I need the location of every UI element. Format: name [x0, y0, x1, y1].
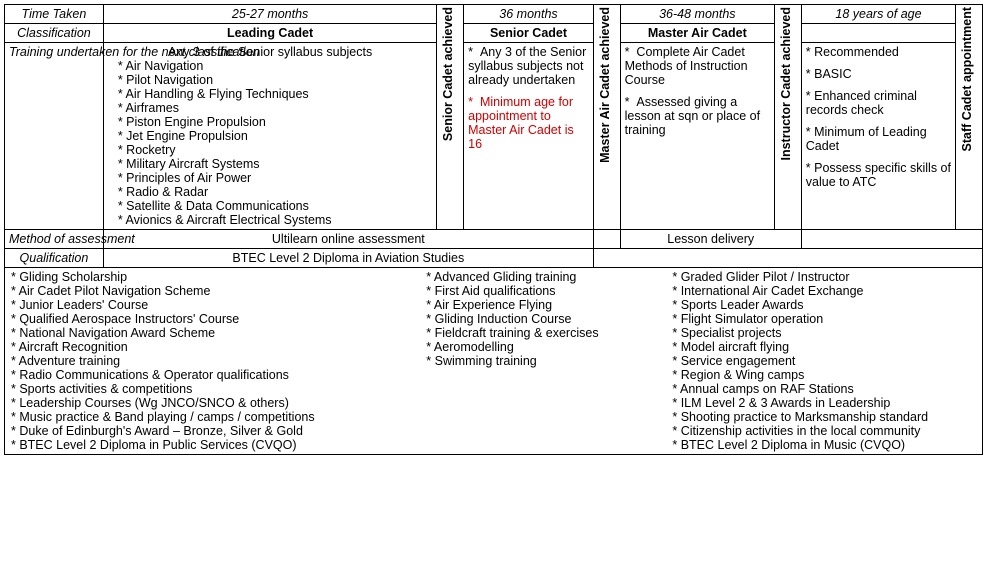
qual-item: * Junior Leaders' Course	[9, 298, 424, 312]
qualification-blank	[593, 249, 982, 268]
staff-appointment-cell: Staff Cadet appointment	[956, 5, 983, 230]
qual-item: * Air Experience Flying	[424, 298, 670, 312]
qual-item: * Music practice & Band playing / camps …	[9, 410, 424, 424]
subject-item: * Avionics & Aircraft Electrical Systems	[114, 213, 433, 227]
training-row: Training undertaken for the next classif…	[5, 43, 983, 230]
senior-time: 36 months	[464, 5, 594, 24]
qual-list-row: * Gliding Scholarship* Air Cadet Pilot N…	[5, 268, 983, 455]
label-qualification: Qualification	[5, 249, 104, 268]
leading-title: Leading Cadet	[103, 24, 437, 43]
label-method: Method of assessment	[5, 230, 104, 249]
senior-red-note: * Minimum age for appointment to Master …	[468, 95, 589, 151]
qual-item: * Advanced Gliding training	[424, 270, 670, 284]
subject-item: * Military Aircraft Systems	[114, 157, 433, 171]
staff-bullet: * Minimum of Leading Cadet	[806, 125, 951, 153]
qual-item: * Qualified Aerospace Instructors' Cours…	[9, 312, 424, 326]
master-achieved-label: Master Air Cadet achieved	[598, 7, 612, 163]
qual-item: * Specialist projects	[670, 326, 978, 340]
senior-bullet-1: * Any 3 of the Senior syllabus subjects …	[468, 45, 589, 87]
qual-item: * Citizenship activities in the local co…	[670, 424, 978, 438]
qual-item: * Aircraft Recognition	[9, 340, 424, 354]
qual-item: * Leadership Courses (Wg JNCO/SNCO & oth…	[9, 396, 424, 410]
subject-item: * Pilot Navigation	[114, 73, 433, 87]
qual-item: * Model aircraft flying	[670, 340, 978, 354]
qual-item: * International Air Cadet Exchange	[670, 284, 978, 298]
qual-item: * Air Cadet Pilot Navigation Scheme	[9, 284, 424, 298]
classification-row: Classification Leading Cadet Senior Cade…	[5, 24, 983, 43]
staff-appointment-label: Staff Cadet appointment	[960, 7, 974, 151]
qual-item: * ILM Level 2 & 3 Awards in Leadership	[670, 396, 978, 410]
qual-col-1: * Gliding Scholarship* Air Cadet Pilot N…	[9, 270, 424, 452]
staff-bullet: * BASIC	[806, 67, 951, 81]
qual-col-2: * Advanced Gliding training* First Aid q…	[424, 270, 670, 452]
qual-item: * First Aid qualifications	[424, 284, 670, 298]
subject-item: * Satellite & Data Communications	[114, 199, 433, 213]
qual-item: * Shooting practice to Marksmanship stan…	[670, 410, 978, 424]
senior-training: * Any 3 of the Senior syllabus subjects …	[464, 43, 594, 230]
qual-item: * Gliding Induction Course	[424, 312, 670, 326]
master-title: Master Air Cadet	[620, 24, 774, 43]
qual-item: * National Navigation Award Scheme	[9, 326, 424, 340]
senior-achieved-label: Senior Cadet achieved	[441, 7, 455, 141]
method-blank-1	[593, 230, 620, 249]
qual-list-cell: * Gliding Scholarship* Air Cadet Pilot N…	[5, 268, 983, 455]
label-classification: Classification	[5, 24, 104, 43]
qual-item: * Radio Communications & Operator qualif…	[9, 368, 424, 382]
qual-item: * Flight Simulator operation	[670, 312, 978, 326]
master-bullet-2: * Assessed giving a lesson at sqn or pla…	[625, 95, 770, 137]
leading-training: Any 3 of the Senior syllabus subjects * …	[103, 43, 437, 230]
qualification-row: Qualification BTEC Level 2 Diploma in Av…	[5, 249, 983, 268]
subject-item: * Piston Engine Propulsion	[114, 115, 433, 129]
subject-item: * Principles of Air Power	[114, 171, 433, 185]
qual-item: * BTEC Level 2 Diploma in Public Service…	[9, 438, 424, 452]
qual-col-3: * Graded Glider Pilot / Instructor* Inte…	[670, 270, 978, 452]
qual-item: * Gliding Scholarship	[9, 270, 424, 284]
label-time-taken: Time Taken	[5, 5, 104, 24]
staff-time: 18 years of age	[801, 5, 955, 24]
subject-item: * Air Navigation	[114, 59, 433, 73]
senior-achieved-cell: Senior Cadet achieved	[437, 5, 464, 230]
staff-bullet: * Recommended	[806, 45, 951, 59]
instructor-achieved-cell: Instructor Cadet achieved	[775, 5, 802, 230]
qual-item: * Duke of Edinburgh's Award – Bronze, Si…	[9, 424, 424, 438]
subject-item: * Jet Engine Propulsion	[114, 129, 433, 143]
leading-time: 25-27 months	[103, 5, 437, 24]
qual-item: * Fieldcraft training & exercises	[424, 326, 670, 340]
qual-item: * Annual camps on RAF Stations	[670, 382, 978, 396]
qual-item: * Service engagement	[670, 354, 978, 368]
method-ultilearn: Ultilearn online assessment	[103, 230, 593, 249]
qual-item: * Sports activities & competitions	[9, 382, 424, 396]
method-lesson: Lesson delivery	[620, 230, 801, 249]
qual-item: * Swimming training	[424, 354, 670, 368]
leading-subjects-list: * Air Navigation* Pilot Navigation* Air …	[108, 59, 433, 227]
master-achieved-cell: Master Air Cadet achieved	[593, 5, 620, 230]
master-bullet-1: * Complete Air Cadet Methods of Instruct…	[625, 45, 770, 87]
senior-title: Senior Cadet	[464, 24, 594, 43]
master-training: * Complete Air Cadet Methods of Instruct…	[620, 43, 774, 230]
staff-training: * Recommended * BASIC * Enhanced criminal …	[801, 43, 955, 230]
cadet-progression-table: Time Taken 25-27 months Senior Cadet ach…	[4, 4, 983, 455]
method-blank-2	[801, 230, 982, 249]
subject-item: * Airframes	[114, 101, 433, 115]
subject-item: * Air Handling & Flying Techniques	[114, 87, 433, 101]
label-training: Training undertaken for the next classif…	[5, 43, 104, 230]
staff-title-blank	[801, 24, 955, 43]
qual-item: * BTEC Level 2 Diploma in Music (CVQO)	[670, 438, 978, 452]
qual-item: * Graded Glider Pilot / Instructor	[670, 270, 978, 284]
method-row: Method of assessment Ultilearn online as…	[5, 230, 983, 249]
subject-item: * Radio & Radar	[114, 185, 433, 199]
staff-bullet: * Possess specific skills of value to AT…	[806, 161, 951, 189]
qual-item: * Region & Wing camps	[670, 368, 978, 382]
qual-item: * Aeromodelling	[424, 340, 670, 354]
time-taken-row: Time Taken 25-27 months Senior Cadet ach…	[5, 5, 983, 24]
subject-item: * Rocketry	[114, 143, 433, 157]
qual-item: * Sports Leader Awards	[670, 298, 978, 312]
instructor-achieved-label: Instructor Cadet achieved	[779, 7, 793, 161]
qualification-value: BTEC Level 2 Diploma in Aviation Studies	[103, 249, 593, 268]
qual-item: * Adventure training	[9, 354, 424, 368]
master-time: 36-48 months	[620, 5, 774, 24]
staff-bullet: * Enhanced criminal records check	[806, 89, 951, 117]
